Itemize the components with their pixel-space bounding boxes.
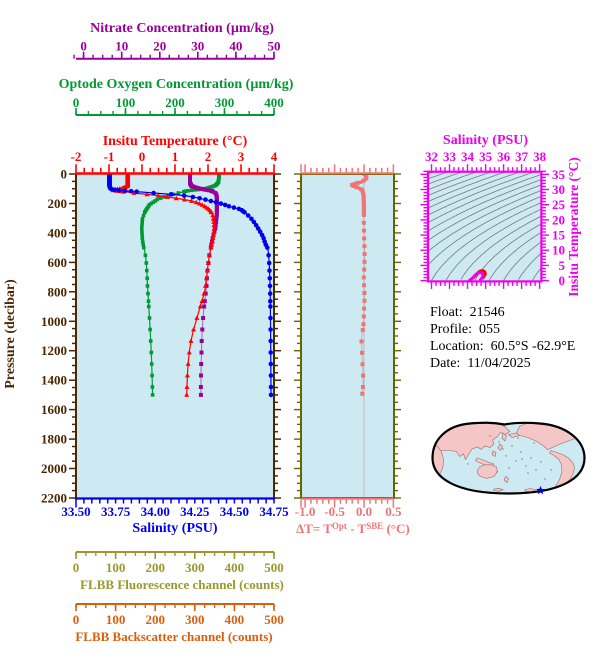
svg-text:1000: 1000 [41, 314, 67, 329]
svg-text:Insitu Temperature (°C): Insitu Temperature (°C) [566, 157, 581, 296]
svg-text:0: 0 [80, 39, 87, 54]
svg-text:Salinity (PSU): Salinity (PSU) [132, 521, 218, 536]
svg-text:4: 4 [271, 149, 278, 164]
svg-text:200: 200 [145, 560, 165, 575]
svg-text:-2: -2 [71, 149, 82, 164]
svg-text:0: 0 [61, 167, 68, 182]
svg-text:1600: 1600 [41, 402, 67, 417]
svg-text:800: 800 [48, 284, 68, 299]
svg-text:2200: 2200 [41, 491, 67, 506]
svg-text:Location: 60.5°S -62.9°E: Location: 60.5°S -62.9°E [430, 339, 575, 354]
svg-text:0.5: 0.5 [385, 504, 402, 519]
svg-text:1200: 1200 [41, 343, 67, 358]
svg-text:ΔT= TOpt - TSBE (°C): ΔT= TOpt - TSBE (°C) [296, 521, 410, 536]
svg-text:34: 34 [461, 149, 475, 164]
svg-text:0.0: 0.0 [356, 504, 372, 519]
svg-text:200: 200 [145, 612, 165, 627]
svg-text:10: 10 [115, 39, 128, 54]
svg-text:300: 300 [185, 612, 205, 627]
svg-text:1800: 1800 [41, 432, 67, 447]
svg-text:Date: 11/04/2025: Date: 11/04/2025 [430, 356, 531, 371]
svg-text:-1.0: -1.0 [295, 504, 316, 519]
svg-text:100: 100 [106, 560, 126, 575]
svg-text:0: 0 [73, 560, 80, 575]
svg-text:Profile: 055: Profile: 055 [430, 322, 500, 337]
svg-text:25: 25 [552, 197, 566, 212]
svg-text:1400: 1400 [41, 373, 67, 388]
svg-text:400: 400 [225, 560, 245, 575]
svg-text:33.75: 33.75 [101, 504, 131, 519]
svg-text:5: 5 [559, 258, 566, 273]
svg-text:30: 30 [191, 39, 204, 54]
svg-text:36: 36 [497, 149, 511, 164]
svg-text:600: 600 [48, 255, 68, 270]
svg-text:34.50: 34.50 [220, 504, 249, 519]
svg-text:0: 0 [559, 273, 566, 288]
svg-text:Insitu Temperature (°C): Insitu Temperature (°C) [103, 134, 248, 149]
svg-text:-1: -1 [104, 149, 115, 164]
svg-text:1: 1 [172, 149, 179, 164]
svg-text:34.00: 34.00 [141, 504, 170, 519]
svg-text:100: 100 [106, 612, 126, 627]
svg-text:0: 0 [73, 612, 80, 627]
svg-text:10: 10 [552, 243, 565, 258]
svg-text:Pressure (decibar): Pressure (decibar) [3, 279, 18, 389]
svg-text:-0.5: -0.5 [324, 504, 345, 519]
svg-text:35: 35 [552, 167, 566, 182]
svg-text:400: 400 [225, 612, 245, 627]
svg-text:FLBB Fluorescence channel (cou: FLBB Fluorescence channel (counts) [80, 577, 284, 592]
svg-text:Float: 21546: Float: 21546 [430, 305, 505, 320]
svg-text:0: 0 [73, 95, 80, 110]
svg-text:20: 20 [153, 39, 166, 54]
svg-text:2: 2 [205, 149, 212, 164]
svg-text:33.50: 33.50 [61, 504, 90, 519]
svg-text:400: 400 [264, 95, 284, 110]
svg-text:34.75: 34.75 [259, 504, 289, 519]
svg-text:500: 500 [264, 612, 284, 627]
svg-text:20: 20 [552, 212, 565, 227]
svg-text:40: 40 [229, 39, 242, 54]
svg-text:3: 3 [238, 149, 245, 164]
svg-text:300: 300 [215, 95, 235, 110]
svg-text:Optode Oxygen Concentration (µ: Optode Oxygen Concentration (µm/kg) [59, 77, 294, 92]
svg-text:200: 200 [165, 95, 185, 110]
svg-text:32: 32 [425, 149, 438, 164]
svg-text:34.25: 34.25 [180, 504, 210, 519]
svg-text:Nitrate Concentration (µm/kg): Nitrate Concentration (µm/kg) [90, 21, 274, 36]
svg-text:33: 33 [443, 149, 457, 164]
svg-text:100: 100 [116, 95, 136, 110]
svg-text:2000: 2000 [41, 461, 67, 476]
svg-text:200: 200 [48, 196, 68, 211]
svg-text:400: 400 [48, 225, 68, 240]
svg-text:500: 500 [264, 560, 284, 575]
svg-text:FLBB Backscatter channel (coun: FLBB Backscatter channel (counts) [75, 629, 272, 644]
svg-text:300: 300 [185, 560, 205, 575]
svg-text:37: 37 [515, 149, 529, 164]
svg-text:38: 38 [533, 149, 547, 164]
svg-text:30: 30 [552, 182, 565, 197]
svg-text:15: 15 [552, 228, 566, 243]
svg-text:0: 0 [139, 149, 146, 164]
svg-text:Salinity (PSU): Salinity (PSU) [443, 133, 529, 148]
svg-text:50: 50 [268, 39, 281, 54]
svg-text:35: 35 [479, 149, 493, 164]
